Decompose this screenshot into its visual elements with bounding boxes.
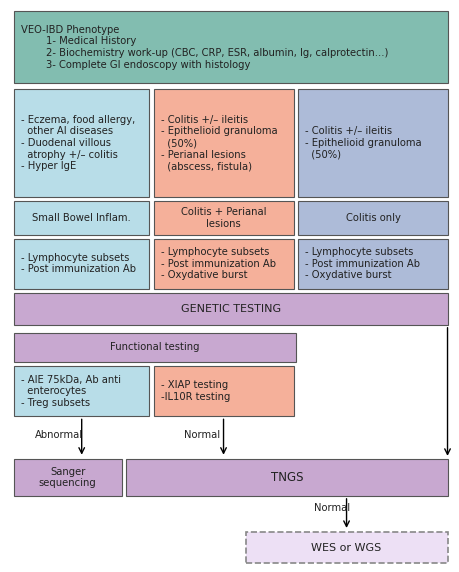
FancyBboxPatch shape [14,11,448,83]
Text: Sanger
sequencing: Sanger sequencing [39,467,96,488]
Text: - Lymphocyte subsets
- Post immunization Ab
- Oxydative burst: - Lymphocyte subsets - Post immunization… [305,247,420,280]
Text: WES or WGS: WES or WGS [311,543,382,553]
Text: - Lymphocyte subsets
- Post immunization Ab: - Lymphocyte subsets - Post immunization… [21,253,136,275]
Text: Small Bowel Inflam.: Small Bowel Inflam. [32,213,131,223]
Text: - Colitis +/– ileitis
- Epithelioid granuloma
  (50%): - Colitis +/– ileitis - Epithelioid gran… [305,126,422,160]
Text: - XIAP testing
-IL10R testing: - XIAP testing -IL10R testing [161,380,230,402]
FancyBboxPatch shape [14,333,296,362]
FancyBboxPatch shape [126,459,448,496]
FancyBboxPatch shape [246,532,448,563]
FancyBboxPatch shape [14,89,149,197]
FancyBboxPatch shape [14,366,149,416]
Text: Functional testing: Functional testing [110,342,200,352]
Text: - Colitis +/– ileitis
- Epithelioid granuloma
  (50%)
- Perianal lesions
  (absc: - Colitis +/– ileitis - Epithelioid gran… [161,115,277,171]
Text: - Eczema, food allergy,
  other AI diseases
- Duodenal villous
  atrophy +/– col: - Eczema, food allergy, other AI disease… [21,115,135,171]
FancyBboxPatch shape [154,201,294,235]
Text: - Lymphocyte subsets
- Post immunization Ab
- Oxydative burst: - Lymphocyte subsets - Post immunization… [161,247,276,280]
Text: TNGS: TNGS [271,471,303,484]
FancyBboxPatch shape [298,89,448,197]
FancyBboxPatch shape [14,239,149,289]
Text: VEO-IBD Phenotype
        1- Medical History
        2- Biochemistry work-up (CB: VEO-IBD Phenotype 1- Medical History 2- … [21,25,388,70]
Text: Abnormal: Abnormal [34,430,83,440]
FancyBboxPatch shape [298,239,448,289]
FancyBboxPatch shape [298,201,448,235]
Text: Colitis + Perianal
lesions: Colitis + Perianal lesions [181,207,267,229]
Text: - AIE 75kDa, Ab anti
  enterocytes
- Treg subsets: - AIE 75kDa, Ab anti enterocytes - Treg … [21,375,121,408]
Text: Normal: Normal [184,430,220,440]
FancyBboxPatch shape [14,201,149,235]
FancyBboxPatch shape [154,89,294,197]
Text: Normal: Normal [314,503,351,513]
FancyBboxPatch shape [154,239,294,289]
Text: Colitis only: Colitis only [346,213,400,223]
FancyBboxPatch shape [14,293,448,325]
Text: GENETIC TESTING: GENETIC TESTING [180,304,281,314]
FancyBboxPatch shape [154,366,294,416]
FancyBboxPatch shape [14,459,122,496]
